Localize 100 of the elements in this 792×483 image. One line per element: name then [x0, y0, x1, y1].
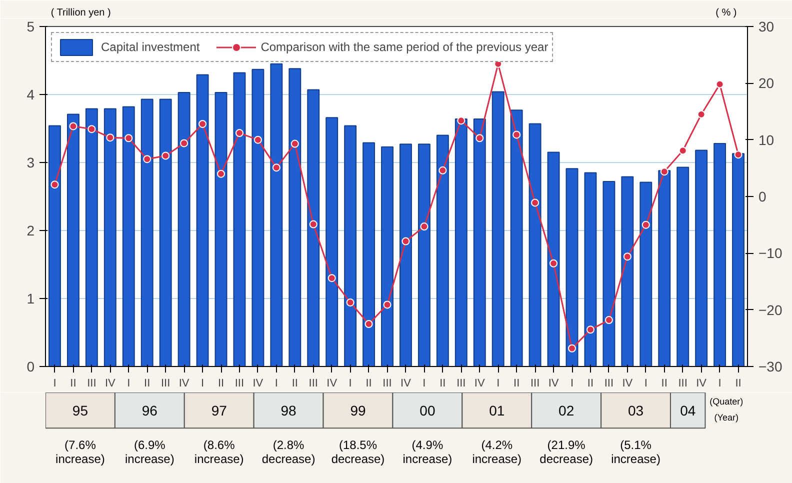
bar — [344, 125, 357, 366]
y-axis-title: ( Trillion yen ) — [50, 8, 111, 19]
bar — [270, 63, 283, 366]
x-tick-label: III — [678, 378, 688, 390]
point — [623, 252, 632, 261]
x-tick-label: IV — [622, 378, 634, 390]
x-tick-label: III — [530, 378, 540, 390]
x-tick-label: IV — [104, 378, 116, 390]
x-tick-label: I — [201, 378, 204, 390]
bar — [252, 68, 264, 366]
x-tick-label: I — [274, 378, 278, 390]
bar — [233, 72, 246, 366]
bar — [436, 134, 449, 366]
x-tick-label: I — [127, 378, 130, 390]
y2-tick-label: 20 — [758, 75, 774, 92]
text: 02 — [558, 402, 574, 418]
bar — [159, 98, 172, 366]
bar — [473, 118, 486, 366]
point — [198, 120, 207, 128]
y-tick-label: 3 — [26, 154, 35, 170]
point — [290, 140, 299, 148]
text: 01 — [489, 402, 505, 418]
bar — [584, 172, 597, 366]
bar — [454, 118, 468, 366]
x-tick-label: IV — [400, 378, 412, 390]
bar — [48, 125, 61, 366]
text: 04 — [680, 402, 696, 418]
y2-axis-title: ( % ) — [716, 8, 737, 19]
bar — [104, 108, 116, 366]
text: (5.1% increase) — [611, 438, 660, 466]
point — [402, 237, 410, 246]
point — [512, 130, 521, 139]
bar — [418, 144, 430, 366]
point — [254, 136, 262, 144]
x-tick-label: I — [570, 378, 574, 390]
bar — [381, 146, 394, 366]
point — [50, 180, 59, 189]
x-tick-label: II — [735, 378, 742, 390]
x-tick-label: III — [456, 378, 466, 390]
point — [568, 344, 576, 352]
point — [550, 259, 558, 268]
point — [678, 146, 687, 155]
x-tick-label: I — [348, 378, 352, 390]
x-tick-label: II — [292, 378, 298, 390]
point — [420, 222, 428, 231]
x-tick-label: IV — [696, 378, 708, 390]
bar — [326, 117, 338, 366]
x-tick-label: IV — [252, 378, 264, 390]
x-tick-label: I — [644, 378, 648, 390]
point — [734, 150, 742, 159]
x-tick-label: III — [160, 378, 170, 390]
x-tick-label: II — [144, 378, 150, 390]
y-tick-label: 2 — [26, 222, 35, 238]
x-tick-label: III — [234, 378, 244, 390]
point — [235, 129, 244, 138]
point — [642, 220, 650, 229]
x-tick-label: II — [587, 378, 594, 390]
text: 98 — [280, 402, 297, 418]
x-tick-label: I — [718, 378, 722, 390]
bar — [140, 98, 154, 366]
y2-tick-label: −30 — [758, 358, 782, 374]
y-tick-label: 0 — [26, 358, 35, 374]
bar — [621, 176, 634, 366]
bar — [676, 166, 690, 366]
y2-tick-label: 10 — [758, 132, 774, 148]
point — [217, 170, 225, 178]
point — [346, 298, 354, 306]
text: 99 — [350, 402, 366, 418]
text: (Year) — [714, 412, 738, 422]
bar — [528, 123, 542, 366]
text: (7.6% increase) — [56, 438, 105, 466]
point — [124, 134, 133, 142]
x-tick-label: IV — [178, 378, 190, 390]
legend-label: Comparison with the same period of the previous year — [260, 40, 548, 54]
text: 00 — [420, 402, 436, 418]
y-tick-label: 1 — [26, 290, 35, 306]
x-tick-label: II — [366, 378, 372, 390]
text: (Quater) — [710, 396, 744, 406]
bar — [658, 170, 671, 366]
bar — [695, 150, 708, 366]
point — [697, 110, 706, 118]
y-tick-label: 5 — [26, 18, 35, 34]
point — [531, 198, 540, 207]
bar — [85, 108, 98, 366]
y-tick-label: 4 — [26, 86, 35, 102]
point — [476, 134, 484, 142]
bar — [566, 168, 578, 366]
bar — [547, 152, 560, 366]
text: 96 — [142, 402, 158, 418]
x-tick-label: I — [53, 378, 56, 390]
point — [438, 166, 447, 174]
x-tick-label: I — [496, 378, 500, 390]
x-tick-label: III — [604, 378, 614, 390]
point — [586, 326, 594, 334]
bar — [288, 68, 302, 366]
bar — [307, 89, 320, 366]
text: 95 — [72, 402, 88, 418]
point — [272, 164, 280, 172]
y2-tick-label: −10 — [758, 245, 782, 262]
y2-tick-label: 0 — [758, 188, 766, 204]
